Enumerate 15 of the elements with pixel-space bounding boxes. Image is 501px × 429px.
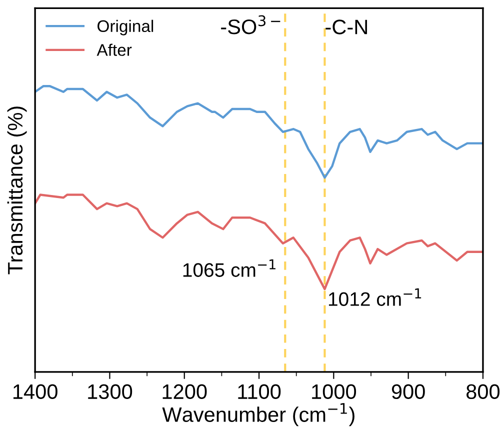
x-tick-label: 1100 [238, 384, 281, 400]
x-tick-label: 1200 [162, 384, 207, 400]
x-tick-label: 1000 [312, 384, 356, 400]
y-axis-title: Transmittance (%) [7, 106, 27, 274]
annotation: 1065 cm$^{−1}$ [183, 259, 276, 277]
annotation: 1012 cm$^{−1}$ [328, 288, 422, 306]
ref-line-label: -SO$^{3−}$ [221, 15, 280, 34]
ref-line-label: -C-N [326, 20, 367, 34]
x-tick-label: 1400 [13, 384, 58, 400]
legend-label: Original [98, 20, 154, 36]
x-tick-label: 800 [466, 384, 500, 400]
x-tick-label: 900 [392, 384, 425, 400]
legend-label: After [96, 44, 132, 56]
x-tick-label: 1300 [88, 384, 132, 400]
x-axis-title: Wavenumber (cm$^{−1}$) [162, 403, 354, 426]
